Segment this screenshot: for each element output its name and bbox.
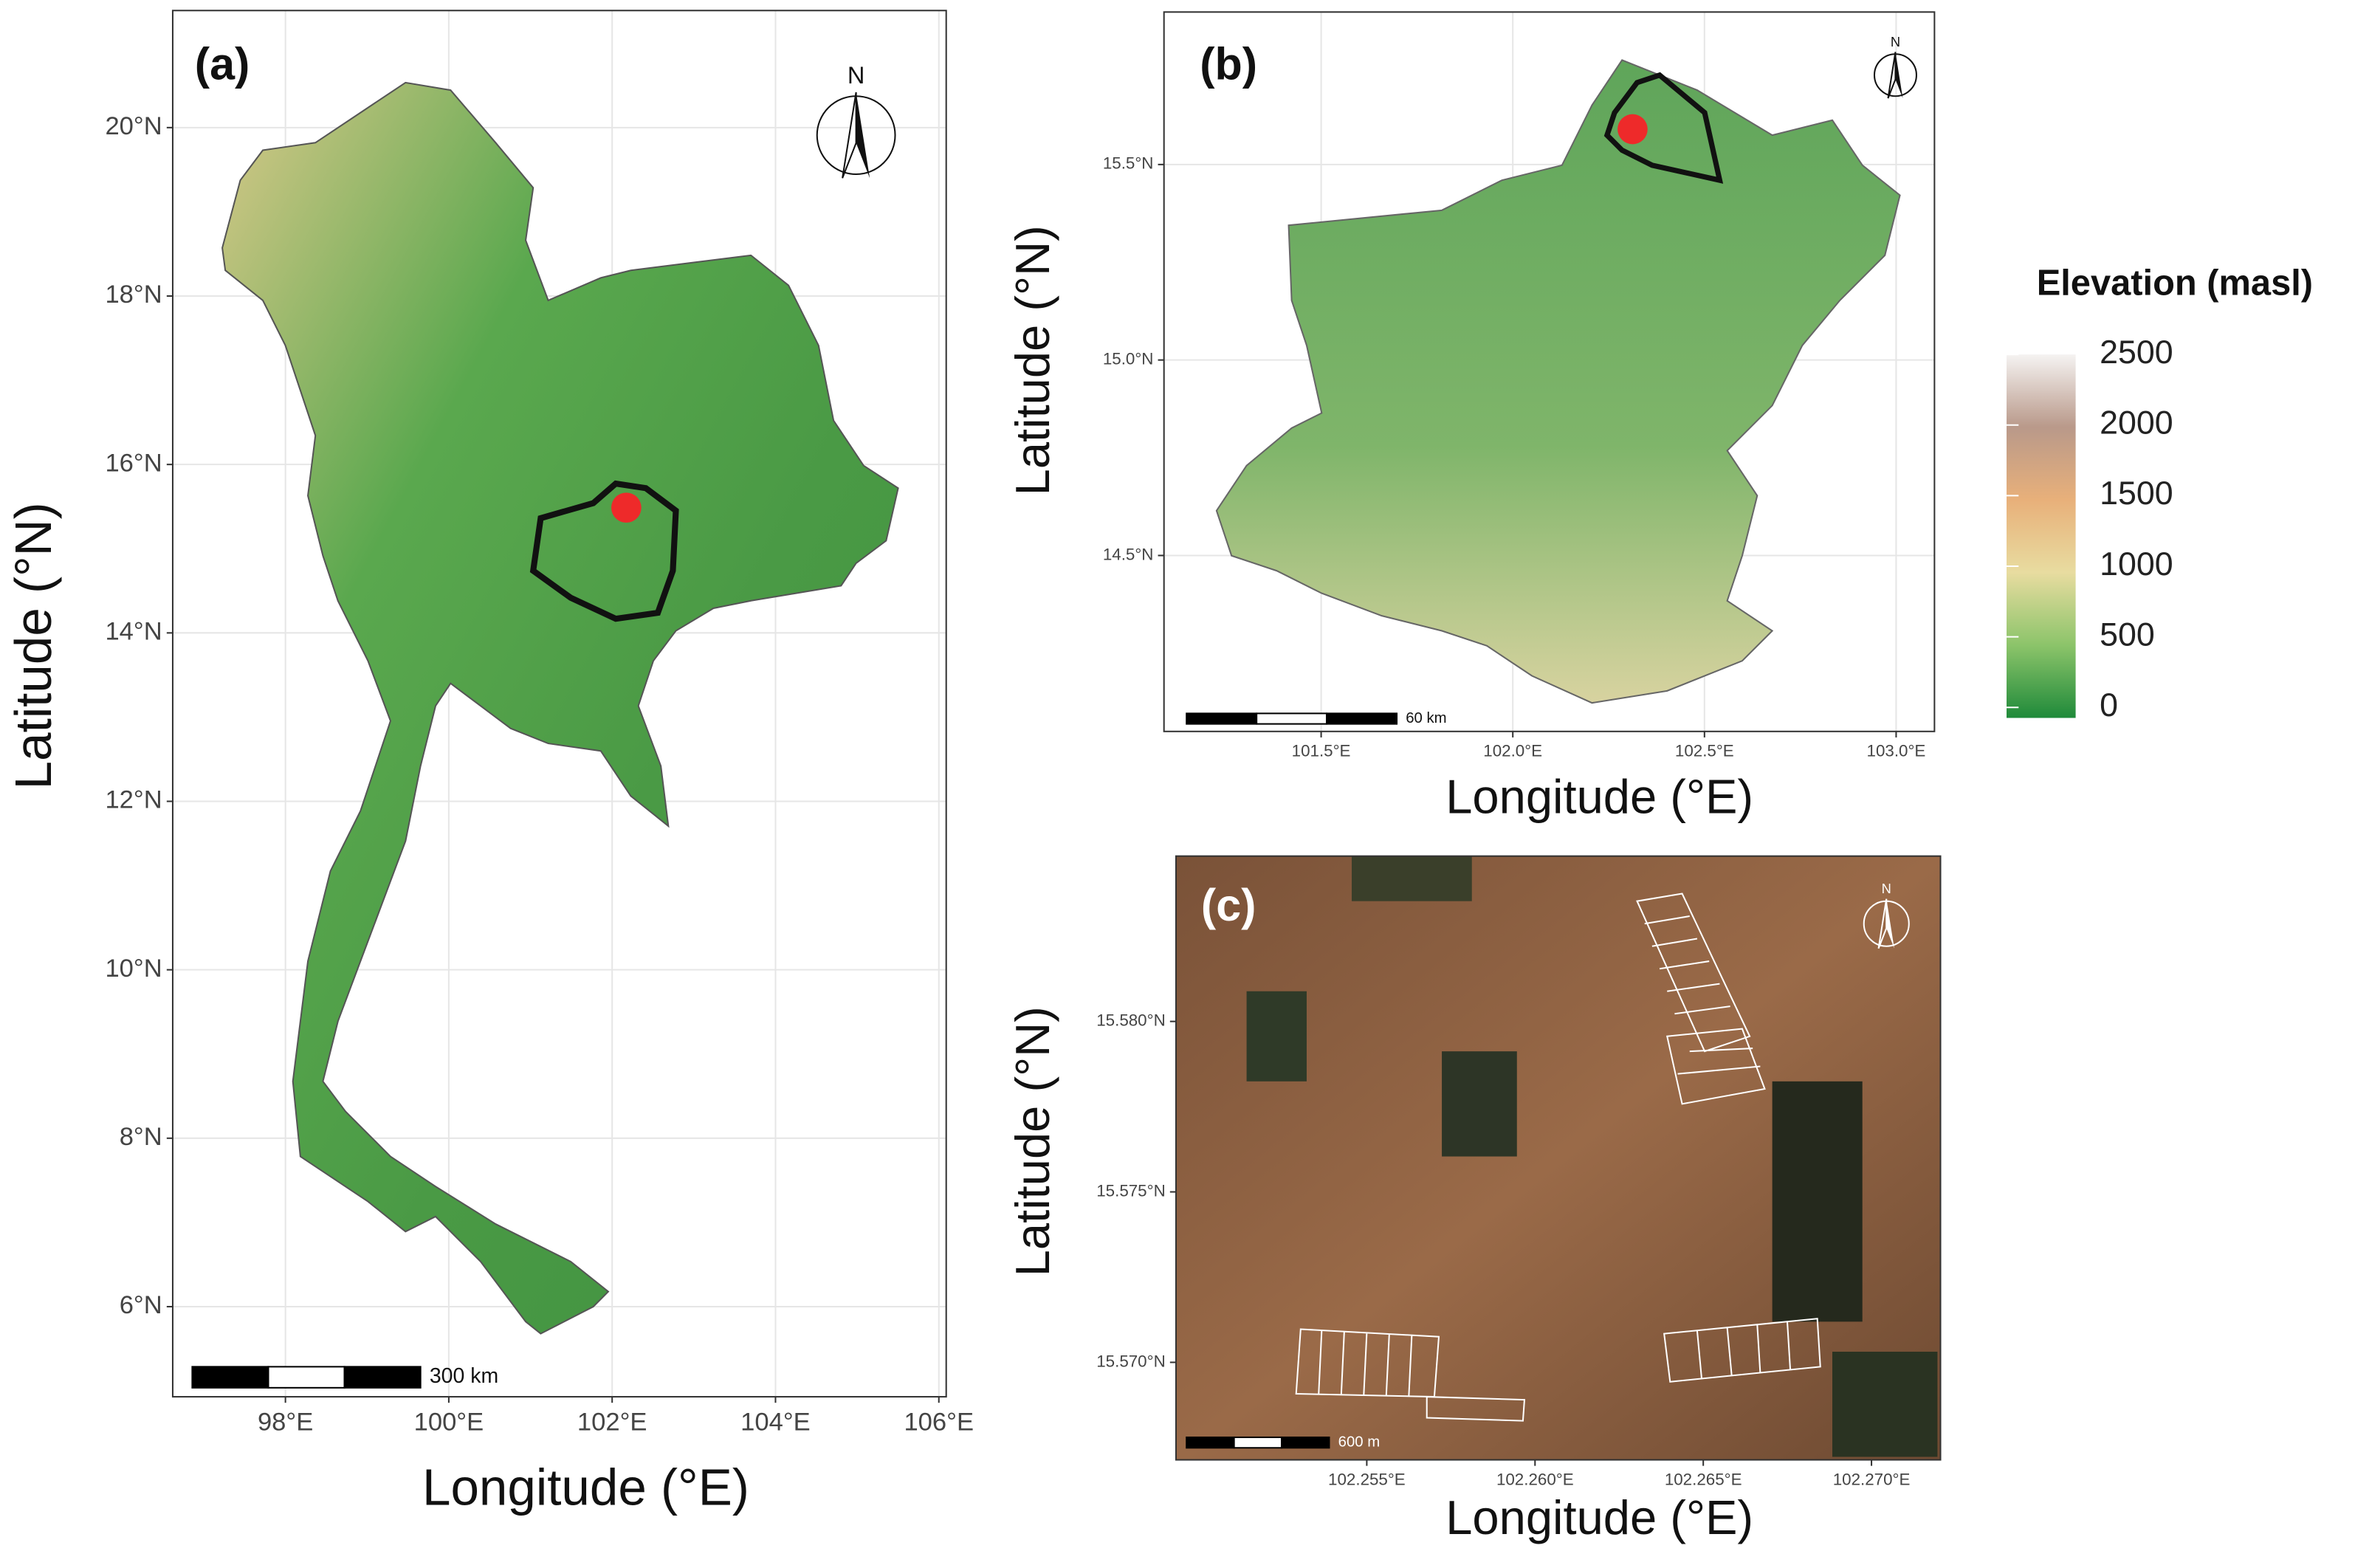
x-tick-label: 102°E xyxy=(577,1409,647,1437)
field-plots xyxy=(1295,893,1821,1422)
region-shape xyxy=(1215,59,1901,704)
dark-field xyxy=(1351,856,1472,901)
y-tick-label: 15.580°N xyxy=(1096,1011,1165,1030)
scale-bar-label: 300 km xyxy=(430,1364,498,1388)
legend-tick-label: 1500 xyxy=(2100,475,2173,512)
satellite-image xyxy=(1175,856,1941,1460)
legend-tick-label: 500 xyxy=(2100,616,2155,653)
y-tick-label: 15.570°N xyxy=(1096,1352,1165,1370)
y-tick-label: 20°N xyxy=(105,112,162,140)
scale-bar-label: 600 m xyxy=(1338,1434,1381,1450)
x-tick-label: 102.265°E xyxy=(1665,1470,1742,1488)
north-arrow xyxy=(1895,52,1903,99)
study-province xyxy=(529,480,679,622)
panel-frame xyxy=(1163,11,1936,732)
dark-field xyxy=(1772,1081,1863,1322)
x-axis-title: Longitude (°E) xyxy=(1445,770,1753,824)
y-tick-label: 15.575°N xyxy=(1096,1181,1165,1200)
thailand-map xyxy=(221,81,899,1335)
scale-bar xyxy=(1233,1436,1283,1449)
dark-field xyxy=(1832,1352,1938,1457)
dark-field xyxy=(1442,1051,1517,1157)
legend-title: Elevation (masl) xyxy=(2037,263,2313,303)
study-site xyxy=(611,492,642,523)
x-tick-label: 100°E xyxy=(414,1409,484,1437)
legend-tick-label: 0 xyxy=(2100,687,2118,723)
panel-frame xyxy=(1175,855,1942,1461)
x-tick-label: 104°E xyxy=(740,1409,811,1437)
y-tick-label: 12°N xyxy=(105,786,162,814)
panel-label: (a) xyxy=(195,39,250,89)
legend-tick-label: 2000 xyxy=(2100,405,2173,441)
y-tick-label: 14°N xyxy=(105,617,162,645)
dark-field xyxy=(1246,991,1307,1082)
scale-bar xyxy=(191,1366,269,1389)
north-label: N xyxy=(1891,34,1900,49)
panel-frame xyxy=(171,10,947,1398)
x-tick-label: 102.260°E xyxy=(1496,1470,1574,1488)
scale-bar xyxy=(343,1366,422,1389)
color-bar xyxy=(2007,354,2076,718)
scale-bar xyxy=(1326,712,1398,725)
x-tick-label: 102.270°E xyxy=(1833,1470,1911,1488)
x-axis-title: Longitude (°E) xyxy=(422,1458,749,1516)
y-tick-label: 15.0°N xyxy=(1103,350,1154,368)
panel-label: (c) xyxy=(1201,880,1256,930)
x-tick-label: 102.255°E xyxy=(1328,1470,1406,1488)
x-tick-label: 102.0°E xyxy=(1483,742,1542,760)
y-axis-title: Latitude (°N) xyxy=(4,502,62,789)
y-tick-label: 10°N xyxy=(105,955,162,983)
y-tick-label: 8°N xyxy=(120,1123,162,1151)
panel-label: (b) xyxy=(1200,39,1257,89)
study-district xyxy=(1603,72,1724,184)
x-tick-label: 106°E xyxy=(904,1409,974,1437)
study-site xyxy=(1617,114,1648,145)
scale-bar xyxy=(1281,1436,1330,1449)
x-tick-label: 102.5°E xyxy=(1675,742,1734,760)
y-tick-label: 6°N xyxy=(120,1291,162,1319)
scale-bar-label: 60 km xyxy=(1406,710,1446,726)
region-map xyxy=(1215,59,1901,704)
x-tick-label: 98°E xyxy=(258,1409,313,1437)
legend-tick-label: 1000 xyxy=(2100,546,2173,582)
scale-bar xyxy=(267,1366,345,1389)
y-tick-label: 16°N xyxy=(105,449,162,477)
scale-bar xyxy=(1186,712,1258,725)
y-axis-title: Latitude (°N) xyxy=(1005,1006,1059,1276)
x-axis-title: Longitude (°E) xyxy=(1445,1490,1753,1544)
y-tick-label: 14.5°N xyxy=(1103,545,1154,563)
y-axis-title: Latitude (°N) xyxy=(1005,225,1059,495)
x-tick-label: 101.5°E xyxy=(1292,742,1351,760)
x-tick-label: 103.0°E xyxy=(1867,742,1926,760)
country-shape xyxy=(221,81,899,1335)
legend-tick-label: 2500 xyxy=(2100,334,2173,371)
scale-bar xyxy=(1256,712,1328,725)
y-tick-label: 15.5°N xyxy=(1103,154,1154,173)
y-tick-label: 18°N xyxy=(105,281,162,309)
north-label: N xyxy=(848,62,865,89)
scale-bar xyxy=(1186,1436,1235,1449)
north-label: N xyxy=(1882,881,1891,896)
